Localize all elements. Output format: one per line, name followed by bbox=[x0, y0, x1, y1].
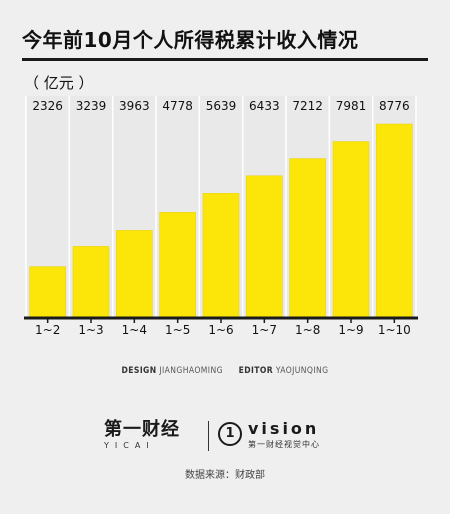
tick-label: 1~7 bbox=[252, 323, 277, 337]
vision-logo-cn: 第一财经视觉中心 bbox=[248, 440, 320, 449]
data-label: 2326 bbox=[32, 99, 63, 113]
data-source: 数据来源：财政部 bbox=[185, 470, 265, 481]
design-name: JIANGHAOMING bbox=[159, 366, 223, 376]
credits: DESIGN JIANGHAOMING EDITOR YAOJUNQING bbox=[0, 366, 450, 376]
data-label: 5639 bbox=[206, 99, 237, 113]
tick-label: 1~6 bbox=[208, 323, 233, 337]
bar-chart: 2326 1~2 3239 1~3 3963 1~4 4778 1~5 5639 1~6 6433 1… bbox=[24, 96, 418, 337]
unit-label: （ 亿元 ） bbox=[24, 74, 94, 92]
tick-label: 1~4 bbox=[122, 323, 147, 337]
bar-1~4 bbox=[116, 230, 153, 319]
design-label: DESIGN bbox=[121, 366, 157, 376]
vision-logo-word: vision bbox=[248, 419, 320, 438]
bar-1~9 bbox=[332, 141, 370, 319]
bar-1~5 bbox=[159, 212, 196, 319]
data-label: 3239 bbox=[76, 99, 107, 113]
tick-label: 1~5 bbox=[165, 323, 190, 337]
data-label: 4778 bbox=[162, 99, 193, 113]
tick-label: 1~3 bbox=[78, 323, 103, 337]
editor-name: YAOJUNQING bbox=[275, 366, 329, 376]
logo-row: 第一财经 YICAI 1 vision 第一财经视觉中心 bbox=[104, 420, 354, 456]
tick-label: 1~10 bbox=[378, 323, 411, 337]
chart-title: 今年前10月个人所得税累计收入情况 bbox=[22, 28, 359, 52]
bar-1~7 bbox=[246, 175, 283, 319]
bar-1~3 bbox=[72, 246, 110, 319]
bar-1~2 bbox=[29, 266, 66, 319]
tick-label: 1~2 bbox=[35, 323, 60, 337]
tick-label: 1~8 bbox=[295, 323, 320, 337]
yicai-logo-cn: 第一财经 bbox=[104, 419, 180, 440]
data-label: 7212 bbox=[292, 99, 323, 113]
data-label: 7981 bbox=[336, 99, 367, 113]
logo-separator bbox=[208, 421, 209, 451]
data-label: 3963 bbox=[119, 99, 150, 113]
vision-mark-icon: 1 bbox=[218, 422, 242, 446]
data-label: 6433 bbox=[249, 99, 280, 113]
title-rule bbox=[22, 58, 428, 61]
yicai-logo-en: YICAI bbox=[104, 441, 155, 450]
vision-logo: 1 vision 第一财经视觉中心 bbox=[218, 420, 354, 456]
data-label: 8776 bbox=[379, 99, 410, 113]
editor-label: EDITOR bbox=[238, 366, 274, 376]
yicai-logo: 第一财经 YICAI bbox=[104, 420, 204, 451]
bar-1~6 bbox=[202, 193, 240, 319]
tick-label: 1~9 bbox=[338, 323, 363, 337]
bar-1~10 bbox=[376, 123, 413, 319]
bar-1~8 bbox=[289, 158, 326, 319]
